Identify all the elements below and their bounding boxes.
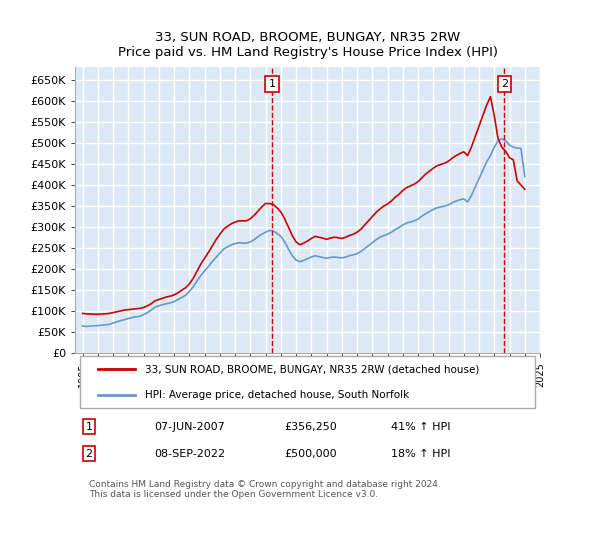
Text: 2: 2 xyxy=(501,79,508,89)
Text: 07-JUN-2007: 07-JUN-2007 xyxy=(154,422,225,432)
Text: £356,250: £356,250 xyxy=(284,422,337,432)
Text: 1: 1 xyxy=(269,79,276,89)
Text: 1: 1 xyxy=(85,422,92,432)
FancyBboxPatch shape xyxy=(80,356,535,408)
Text: £500,000: £500,000 xyxy=(284,449,337,459)
Text: 08-SEP-2022: 08-SEP-2022 xyxy=(154,449,225,459)
Text: 18% ↑ HPI: 18% ↑ HPI xyxy=(391,449,451,459)
Text: Contains HM Land Registry data © Crown copyright and database right 2024.
This d: Contains HM Land Registry data © Crown c… xyxy=(89,480,440,500)
Text: 2: 2 xyxy=(85,449,92,459)
Title: 33, SUN ROAD, BROOME, BUNGAY, NR35 2RW
Price paid vs. HM Land Registry's House P: 33, SUN ROAD, BROOME, BUNGAY, NR35 2RW P… xyxy=(118,31,497,59)
Text: 41% ↑ HPI: 41% ↑ HPI xyxy=(391,422,451,432)
Text: 33, SUN ROAD, BROOME, BUNGAY, NR35 2RW (detached house): 33, SUN ROAD, BROOME, BUNGAY, NR35 2RW (… xyxy=(145,365,479,375)
Text: HPI: Average price, detached house, South Norfolk: HPI: Average price, detached house, Sout… xyxy=(145,390,409,400)
